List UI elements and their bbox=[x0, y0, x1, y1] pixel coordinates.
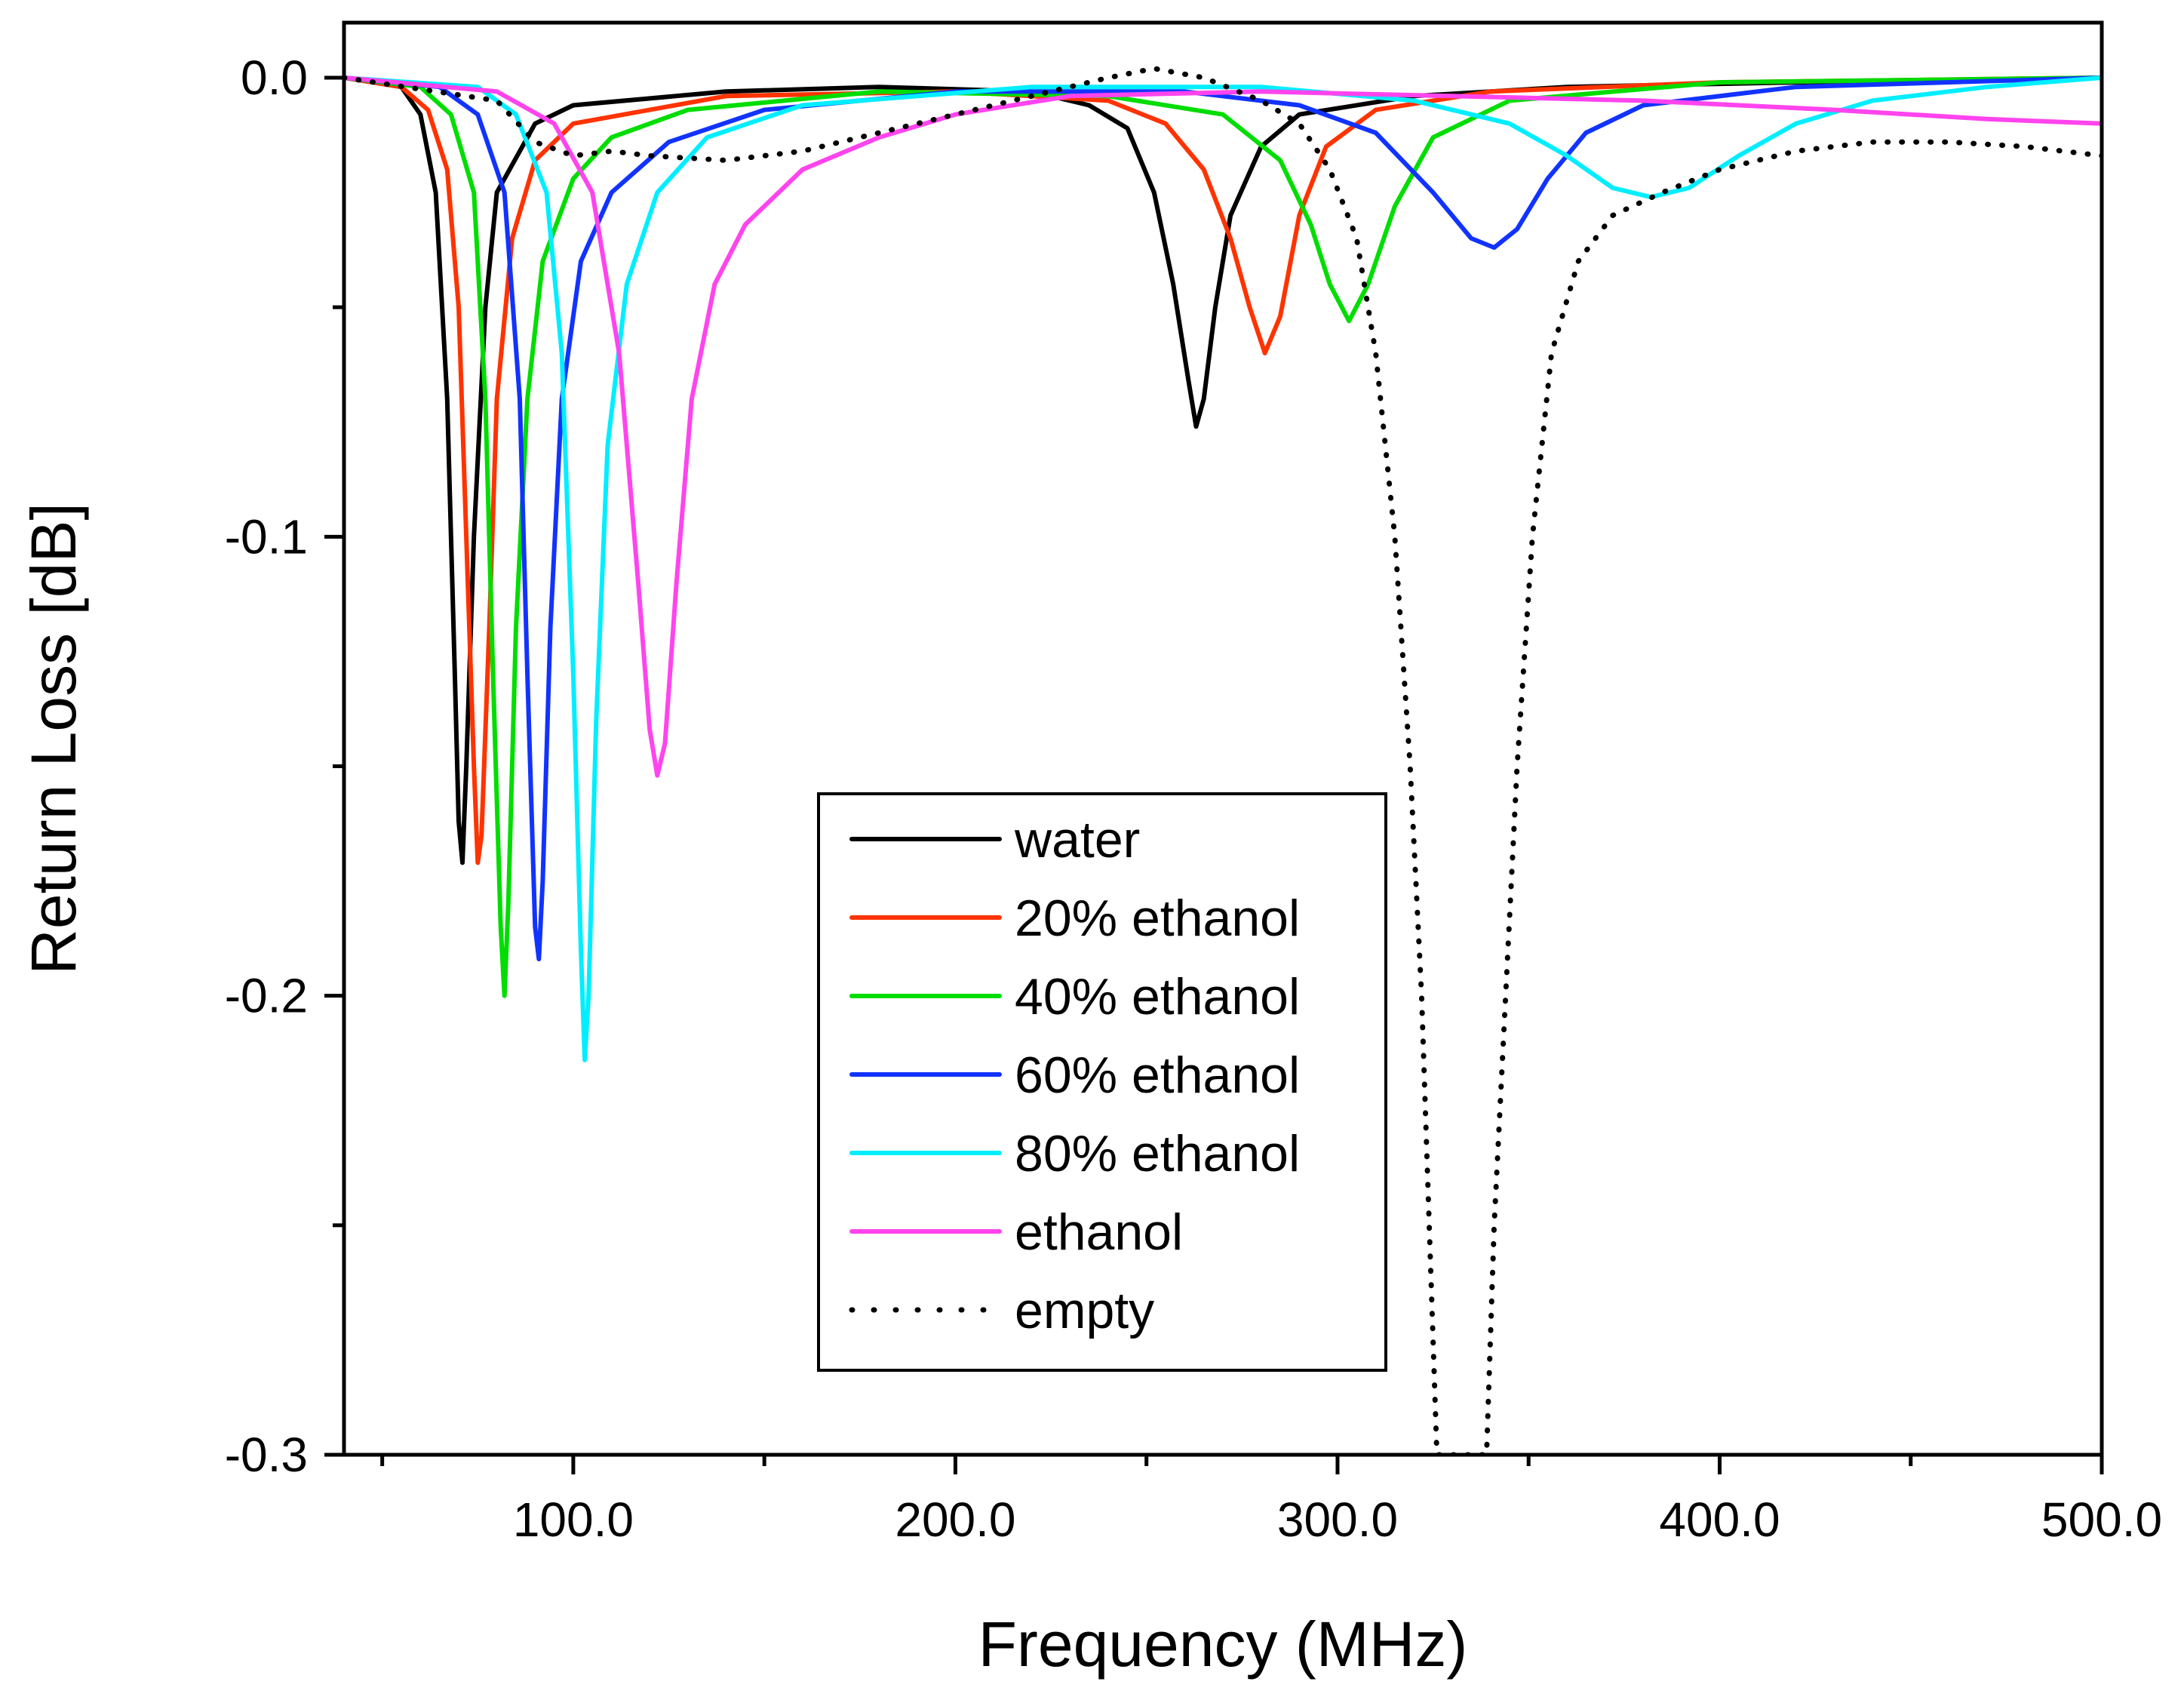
series-line-20-ethanol bbox=[344, 75, 2102, 865]
legend-label: water bbox=[1014, 811, 1140, 868]
x-tick-label: 500.0 bbox=[2041, 1492, 2162, 1547]
series-line-ethanol bbox=[344, 75, 2102, 778]
x-tick-label: 300.0 bbox=[1277, 1492, 1398, 1547]
y-tick-label: -0.1 bbox=[225, 509, 308, 564]
legend-label: 60% ethanol bbox=[1015, 1047, 1300, 1104]
x-tick-label: 400.0 bbox=[1659, 1492, 1780, 1547]
legend-label: 20% ethanol bbox=[1015, 890, 1300, 947]
x-axis-title: Frequency (MHz) bbox=[978, 1609, 1468, 1680]
legend-label: ethanol bbox=[1015, 1204, 1183, 1261]
y-tick-label: -0.2 bbox=[225, 969, 308, 1023]
y-axis-title: Return Loss [dB] bbox=[18, 503, 89, 975]
legend-label: 40% ethanol bbox=[1015, 968, 1300, 1025]
y-tick-label: -0.3 bbox=[225, 1428, 308, 1482]
series-line-water bbox=[344, 75, 2102, 865]
series-line-40-ethanol bbox=[344, 75, 2102, 998]
y-tick-label: 0.0 bbox=[241, 51, 308, 105]
x-tick-label: 200.0 bbox=[895, 1492, 1015, 1547]
legend-label: empty bbox=[1015, 1282, 1154, 1339]
plot-frame bbox=[342, 20, 2104, 1457]
series-line-60-ethanol bbox=[344, 75, 2102, 961]
legend-label: 80% ethanol bbox=[1015, 1125, 1300, 1182]
series-line-empty bbox=[344, 66, 2102, 1455]
legend-box bbox=[817, 792, 1387, 1372]
series-line-80-ethanol bbox=[344, 75, 2102, 1062]
x-tick-label: 100.0 bbox=[513, 1492, 634, 1547]
